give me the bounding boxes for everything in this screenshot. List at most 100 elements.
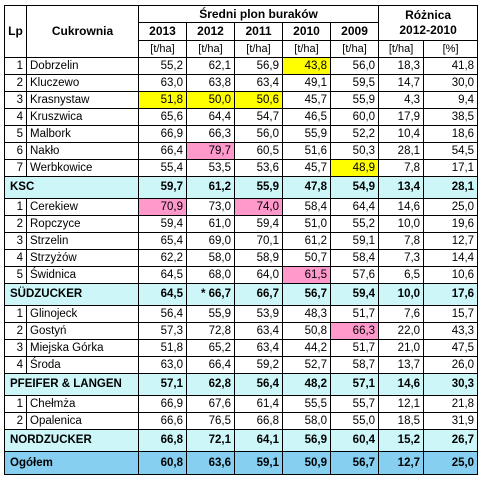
yield-value-cell: 61,4 xyxy=(234,395,283,413)
yield-value-cell: 53,5 xyxy=(186,159,235,177)
yield-value-cell: 60,8 xyxy=(138,451,187,475)
yield-value-cell: 63,4 xyxy=(234,322,283,340)
row-lp: 1 xyxy=(4,57,27,75)
difference-tha-cell: 10,0 xyxy=(378,215,425,233)
difference-percent-cell: 14,4 xyxy=(423,249,479,267)
unit-cell: [%] xyxy=(423,40,479,58)
yield-value-cell: 68,0 xyxy=(186,266,235,284)
yield-value-cell: 55,2 xyxy=(138,57,187,75)
year-header: 2010 xyxy=(282,22,331,41)
table-row: 2 Kluczewo 63,0 63,8 63,4 49,1 59,5 14,7 30,0 xyxy=(4,74,479,92)
difference-percent-cell: 18,6 xyxy=(423,125,479,143)
group-total-row: PFEIFER & LANGEN 57,1 62,8 56,4 48,2 57,1 14,6… xyxy=(4,373,479,396)
difference-tha-cell: 13,4 xyxy=(378,176,425,199)
difference-percent-cell: 30,0 xyxy=(423,74,479,92)
yield-value-cell: 66,8 xyxy=(138,429,187,452)
yield-value-cell: 58,4 xyxy=(282,198,331,216)
yield-value-cell: 54,9 xyxy=(329,176,380,199)
row-lp: 6 xyxy=(4,142,27,160)
yield-value-cell: 66,9 xyxy=(138,125,187,143)
difference-tha-cell: 6,5 xyxy=(378,266,425,284)
difference-percent-cell: 38,5 xyxy=(423,108,479,126)
difference-tha-cell: 4,3 xyxy=(378,91,425,109)
group-name: KSC xyxy=(4,176,139,199)
difference-percent-cell: 17,6 xyxy=(423,283,479,306)
yield-value-cell: 52,7 xyxy=(282,356,331,374)
yield-value-cell: 45,7 xyxy=(282,91,331,109)
sugar-factory-name: Kluczewo xyxy=(26,74,139,92)
unit-cell: [t/ha] xyxy=(282,40,331,58)
yield-value-cell: 63,4 xyxy=(234,74,283,92)
grand-total-label: Ogółem xyxy=(4,451,139,475)
header-difference: Różnica 2012-2010 xyxy=(378,5,479,41)
year-header: 2011 xyxy=(234,22,283,41)
yield-value-cell: 66,4 xyxy=(138,142,187,160)
difference-tha-cell: 7,3 xyxy=(378,249,425,267)
yield-value-cell: 51,7 xyxy=(329,305,380,323)
sugar-factory-name: Krasnystaw xyxy=(26,91,139,109)
yield-value-cell: 45,7 xyxy=(282,159,331,177)
yield-value-cell: 57,1 xyxy=(138,373,187,396)
difference-tha-cell: 17,9 xyxy=(378,108,425,126)
difference-tha-cell: 28,1 xyxy=(378,142,425,160)
yield-value-cell: 57,3 xyxy=(138,322,187,340)
yield-value-cell: 50,6 xyxy=(234,91,283,109)
yield-value-cell: 61,5 xyxy=(282,266,331,284)
unit-cell: [t/ha] xyxy=(378,40,425,58)
difference-tha-cell: 7,6 xyxy=(378,305,425,323)
yield-value-cell: 60,4 xyxy=(329,429,380,452)
difference-tha-cell: 14,6 xyxy=(378,198,425,216)
row-lp: 1 xyxy=(4,305,27,323)
row-lp: 3 xyxy=(4,232,27,250)
sugar-factory-name: Strzelin xyxy=(26,232,139,250)
yield-value-cell: 46,5 xyxy=(282,108,331,126)
sugar-factory-name: Gostyń xyxy=(26,322,139,340)
yield-value-cell: 43,8 xyxy=(282,57,331,75)
yield-value-cell: 79,7 xyxy=(186,142,235,160)
difference-percent-cell: 12,7 xyxy=(423,232,479,250)
sugar-factory-name: Chełmża xyxy=(26,395,139,413)
year-header: 2013 xyxy=(138,22,187,41)
row-lp: 5 xyxy=(4,125,27,143)
yield-value-cell: 50,9 xyxy=(282,451,331,475)
yield-value-cell: 51,0 xyxy=(282,215,331,233)
grand-total-row: Ogółem 60,8 63,6 59,1 50,9 56,7 12,7 25,0 xyxy=(4,451,479,475)
difference-tha-cell: 22,0 xyxy=(378,322,425,340)
difference-percent-cell: 21,8 xyxy=(423,395,479,413)
yield-value-cell: 59,4 xyxy=(138,215,187,233)
yield-value-cell: 56,0 xyxy=(234,125,283,143)
difference-percent-cell: 30,3 xyxy=(423,373,479,396)
table-row: 7 Werbkowice 55,4 53,5 53,6 45,7 48,9 7,8 17,1 xyxy=(4,159,479,177)
yield-value-cell: 59,4 xyxy=(234,215,283,233)
yield-value-cell: 50,3 xyxy=(329,142,380,160)
table-row: 3 Krasnystaw 51,8 50,0 50,6 45,7 55,9 4,3 9,4 xyxy=(4,91,479,109)
table-row: 1 Cerekiew 70,9 73,0 74,0 58,4 64,4 14,6 25,0 xyxy=(4,198,479,216)
difference-percent-cell: 19,6 xyxy=(423,215,479,233)
yield-value-cell: 56,7 xyxy=(282,283,331,306)
row-lp: 5 xyxy=(4,266,27,284)
yield-value-cell: 58,0 xyxy=(186,249,235,267)
table-row: 3 Strzelin 65,4 69,0 70,1 61,2 59,1 7,8 12,7 xyxy=(4,232,479,250)
yield-value-cell: 66,9 xyxy=(138,395,187,413)
yield-value-cell: 63,6 xyxy=(186,451,235,475)
yield-value-cell: 55,4 xyxy=(138,159,187,177)
yield-value-cell: 74,0 xyxy=(234,198,283,216)
row-lp: 7 xyxy=(4,159,27,177)
yield-value-cell: 51,8 xyxy=(138,339,187,357)
difference-tha-cell: 15,2 xyxy=(378,429,425,452)
yield-value-cell: 56,7 xyxy=(329,451,380,475)
yield-value-cell: 64,5 xyxy=(138,266,187,284)
sugar-factory-name: Dobrzelin xyxy=(26,57,139,75)
difference-tha-cell: 18,3 xyxy=(378,57,425,75)
group-total-row: KSC 59,7 61,2 55,9 47,8 54,9 13,4 28,1 xyxy=(4,176,479,199)
yield-value-cell: 58,4 xyxy=(329,249,380,267)
row-lp: 4 xyxy=(4,108,27,126)
yield-value-cell: 48,3 xyxy=(282,305,331,323)
yield-value-cell: 56,4 xyxy=(234,373,283,396)
yield-value-cell: 64,4 xyxy=(329,198,380,216)
row-lp: 4 xyxy=(4,356,27,374)
year-header: 2009 xyxy=(329,22,380,41)
yield-value-cell: 55,2 xyxy=(329,215,380,233)
table-row: 2 Ropczyce 59,4 61,0 59,4 51,0 55,2 10,0 19,6 xyxy=(4,215,479,233)
yield-value-cell: 50,0 xyxy=(186,91,235,109)
